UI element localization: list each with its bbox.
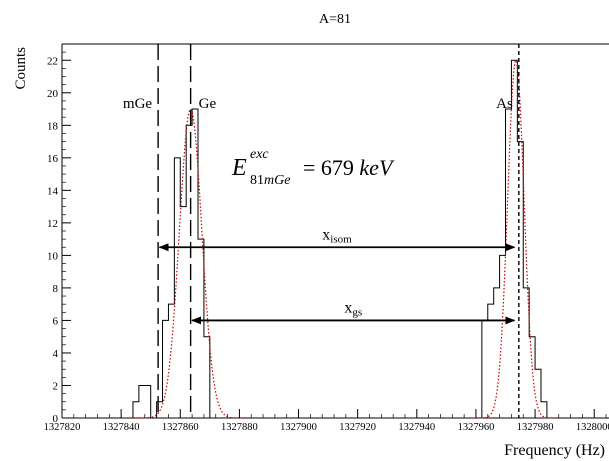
histogram-bin xyxy=(139,385,145,418)
histogram-bin xyxy=(535,369,541,418)
gaussian-fit-curve xyxy=(474,58,558,419)
histogram-bin xyxy=(180,207,186,418)
histogram-bin xyxy=(494,288,500,418)
vline-label-ge: Ge xyxy=(199,96,217,112)
y-tick-label: 12 xyxy=(47,218,58,230)
y-tick-label: 2 xyxy=(53,380,59,392)
x-tick-label: 1327840 xyxy=(103,422,140,433)
x-tick-label: 1327880 xyxy=(221,422,258,433)
y-tick-label: 6 xyxy=(53,315,59,327)
histogram-bin xyxy=(133,402,139,418)
histogram-bin xyxy=(511,60,517,418)
histogram-outline xyxy=(132,59,553,419)
x-tick-label: 1328000 xyxy=(576,422,609,433)
y-tick-label: 20 xyxy=(47,88,59,100)
x-tick-label: 1327820 xyxy=(44,422,81,433)
vline-label-mge: mGe xyxy=(123,96,153,112)
chart-title: A=81 xyxy=(319,12,351,27)
histogram-bin xyxy=(482,320,488,418)
x-tick-label: 1327920 xyxy=(339,422,376,433)
annotation-subscript: 81mGe xyxy=(250,173,290,188)
y-tick-label: 4 xyxy=(53,348,59,360)
y-tick-label: 8 xyxy=(53,283,59,295)
x-tick-label: 1327980 xyxy=(517,422,554,433)
y-tick-label: 22 xyxy=(47,55,58,67)
y-axis-label: Counts xyxy=(13,47,29,90)
histogram-bin xyxy=(204,337,210,418)
histogram-bin xyxy=(541,402,547,418)
plot-area: 0 2 4 6 8 10 12 14 16 18 20 22 1327820 1327840 1327860… xyxy=(44,43,609,433)
x-tick-label: 1327960 xyxy=(458,422,495,433)
arrow-label-isom: xisom xyxy=(322,226,352,245)
x-tick-label: 1327940 xyxy=(398,422,435,433)
x-axis-label: Frequency (Hz) xyxy=(504,442,605,459)
arrow-label-gs: xgs xyxy=(344,299,362,318)
annotation-superscript: exc xyxy=(250,147,269,162)
y-tick-label: 10 xyxy=(47,250,59,262)
histogram-bin xyxy=(145,385,151,418)
annotation-value: = 679 keV xyxy=(303,155,395,180)
histogram-bin xyxy=(500,255,506,418)
y-tick-label: 0 xyxy=(53,413,59,425)
gaussian-fit-curve xyxy=(134,108,247,419)
histogram-bin xyxy=(506,109,512,418)
x-tick-label: 1327900 xyxy=(280,422,317,433)
vline-label-as: As xyxy=(496,96,513,112)
y-tick-label: 16 xyxy=(47,153,59,165)
histogram-bin xyxy=(198,239,204,418)
annotation-symbol: E xyxy=(231,155,247,181)
y-tick-label: 14 xyxy=(47,185,59,197)
x-tick-label: 1327860 xyxy=(162,422,199,433)
histogram-bin xyxy=(168,304,174,418)
histogram-bin xyxy=(529,337,535,418)
y-tick-label: 18 xyxy=(47,120,59,132)
histogram-bin xyxy=(174,158,180,418)
